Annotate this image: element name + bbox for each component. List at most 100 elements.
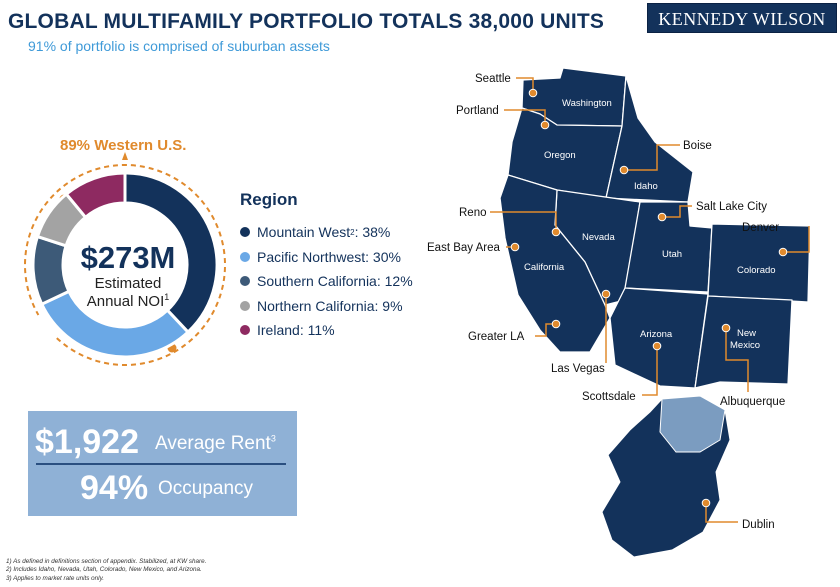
state-label-washington: Washington [562, 98, 612, 109]
city-label-dublin: Dublin [742, 519, 775, 531]
marker-denver [778, 247, 788, 257]
city-label-salt-lake-city: Salt Lake City [696, 201, 767, 213]
legend-label: Mountain West [257, 224, 351, 241]
legend-label: Northern California [257, 297, 375, 314]
occupancy-value: 94% [80, 469, 149, 507]
footnote-2: 2) Includes Idaho, Nevada, Utah, Colorad… [6, 566, 202, 574]
legend-value: : 11% [299, 322, 335, 339]
legend-item-pacific-northwest: Pacific Northwest: 30% [240, 245, 413, 270]
noi-label-line2: Annual NOI1 [58, 292, 198, 310]
footnote-3: 3) Applies to market rate units only. [6, 574, 104, 582]
state-label-arizona: Arizona [640, 329, 673, 340]
leader-scottsdale [642, 346, 658, 396]
legend-item-ireland: Ireland: 11% [240, 318, 413, 343]
kennedy-wilson-logo: KENNEDY WILSON [647, 3, 837, 33]
state-label-california: California [524, 262, 565, 273]
legend-value: : 30% [365, 248, 401, 265]
city-leader-lines [490, 77, 810, 523]
legend-item-mountain-west: Mountain West 2: 38% [240, 220, 413, 245]
city-label-seattle: Seattle [475, 73, 511, 85]
state-label-mexico: Mexico [730, 340, 760, 351]
city-label-boise: Boise [683, 140, 712, 152]
western-us-map [499, 67, 811, 389]
state-label-nevada: Nevada [582, 232, 615, 243]
noi-donut-chart [24, 152, 226, 366]
panel-divider [36, 463, 286, 465]
footnotes: 1) As defined in definitions section of … [6, 558, 206, 583]
marker-boise [619, 165, 629, 175]
state-label-oregon: Oregon [544, 150, 576, 161]
marker-portland [540, 120, 550, 130]
marker-las-vegas [601, 289, 611, 299]
rent-occupancy-panel: $1,922 Average Rent3 94% Occupancy [28, 411, 297, 516]
page-subtitle: 91% of portfolio is comprised of suburba… [28, 38, 330, 54]
marker-seattle [528, 88, 538, 98]
state-oregon [507, 107, 623, 199]
legend-swatch [240, 227, 250, 238]
state-label-new: New [737, 328, 756, 339]
state-washington [521, 67, 627, 127]
noi-label-text: Annual NOI [86, 293, 165, 310]
state-new-mexico [694, 295, 793, 389]
leader-reno [490, 211, 557, 232]
state-label-idaho: Idaho [634, 181, 658, 192]
callout-arrow-icon [122, 152, 128, 160]
noi-footnote-mark: 1 [164, 292, 170, 302]
page-title: GLOBAL MULTIFAMILY PORTFOLIO TOTALS 38,0… [8, 10, 605, 33]
leader-seattle [516, 77, 534, 93]
ireland-map [601, 395, 731, 558]
western-us-arc [24, 164, 226, 366]
donut-slice-mountain-west [123, 171, 219, 335]
western-us-callout: 89% Western U.S. [60, 137, 187, 154]
average-rent-text: Average Rent [155, 433, 271, 454]
leader-portland [504, 109, 546, 125]
noi-value: $273M [80, 240, 176, 275]
city-label-greater-la: Greater LA [468, 331, 525, 343]
legend-title: Region [240, 190, 298, 209]
state-idaho [605, 75, 694, 203]
northern-ireland-map [659, 395, 726, 453]
legend-value: : 12% [376, 273, 413, 290]
legend-item-southern-california: Southern California: 12% [240, 269, 413, 294]
donut-slice-ireland [64, 171, 127, 220]
city-label-denver: Denver [742, 222, 779, 234]
average-rent-value: $1,922 [35, 423, 139, 461]
legend-swatch [240, 325, 250, 336]
city-markers [510, 88, 788, 508]
state-colorado [707, 223, 811, 303]
leader-denver [783, 226, 810, 253]
legend-footnote-mark: 2 [350, 227, 355, 237]
region-legend: Mountain West 2: 38% Pacific Northwest: 3… [240, 220, 413, 343]
legend-swatch [240, 300, 250, 311]
city-label-east-bay-area: East Bay Area [427, 242, 500, 254]
city-label-las-vegas: Las Vegas [551, 363, 605, 375]
state-arizona [609, 287, 709, 389]
state-label-colorado: Colorado [737, 265, 776, 276]
marker-dublin [701, 498, 711, 508]
leader-albuquerque [725, 328, 749, 392]
legend-label: Ireland [257, 322, 300, 339]
state-california [499, 174, 611, 353]
leader-greater-la [535, 323, 556, 337]
occupancy-label: Occupancy [158, 478, 254, 499]
marker-east-bay [510, 242, 520, 252]
average-rent-label: Average Rent3 [155, 433, 276, 455]
marker-scottsdale [652, 341, 662, 351]
noi-label-line1: Estimated [94, 275, 162, 292]
leader-salt-lake-city [662, 205, 692, 218]
state-nevada [554, 189, 641, 306]
state-utah [624, 201, 713, 293]
city-label-scottsdale: Scottsdale [582, 391, 636, 403]
city-label-reno: Reno [459, 207, 487, 219]
marker-greater-la [551, 319, 561, 329]
legend-value: : 38% [354, 224, 391, 241]
footnote-1: 1) As defined in definitions section of … [6, 558, 207, 565]
legend-value: : 9% [374, 297, 403, 314]
marker-salt-lake-city [657, 212, 667, 222]
legend-label: Pacific Northwest [257, 248, 366, 265]
legend-item-northern-california: Northern California: 9% [240, 294, 413, 319]
state-label-utah: Utah [662, 249, 682, 260]
city-label-portland: Portland [456, 105, 499, 117]
marker-reno [551, 227, 561, 237]
legend-swatch [240, 276, 250, 287]
